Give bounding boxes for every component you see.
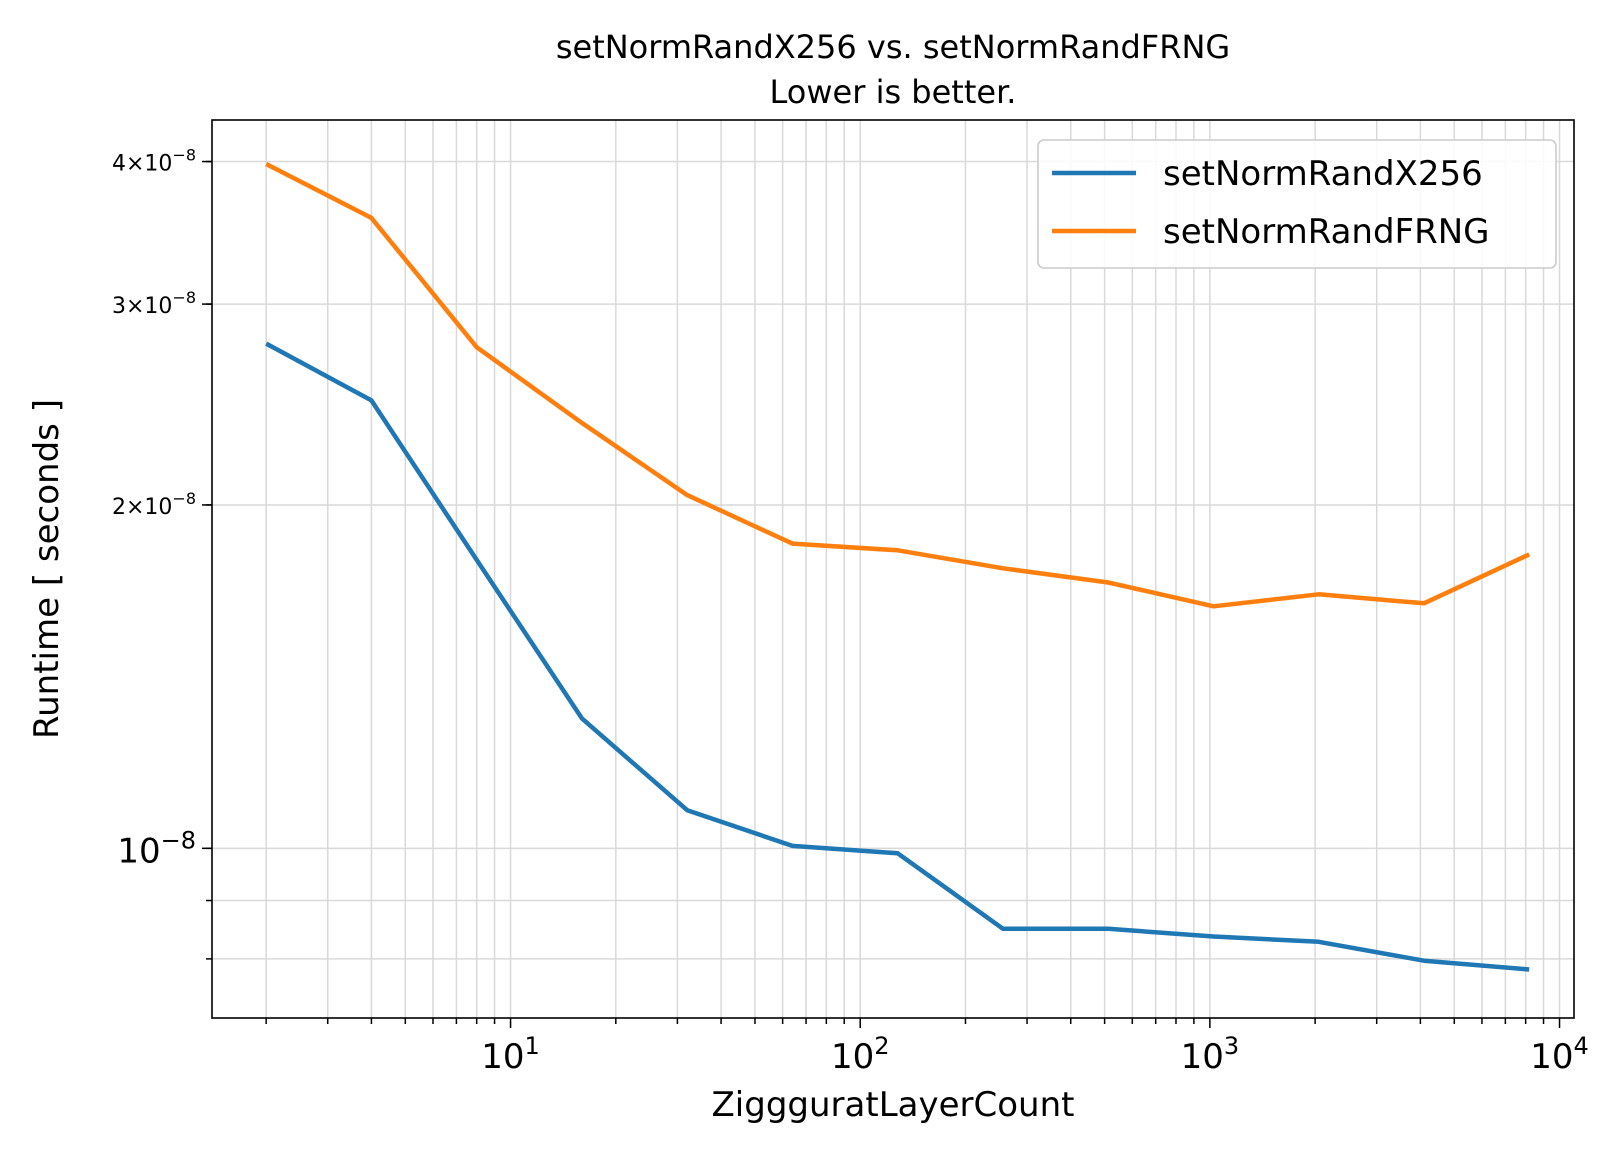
y-tick-label: 3×10−8 xyxy=(112,288,196,319)
series-line-setNormRandFRNG xyxy=(265,161,1531,609)
grid xyxy=(212,120,1574,1018)
chart-title: setNormRandX256 vs. setNormRandFRNG xyxy=(556,28,1230,66)
legend-label-setNormRandFRNG: setNormRandFRNG xyxy=(1163,212,1490,252)
x-tick-label: 102 xyxy=(831,1032,890,1077)
legend: setNormRandX256 setNormRandFRNG xyxy=(1037,139,1557,269)
x-axis-ticks: 101 102 103 104 xyxy=(265,1018,1589,1077)
y-axis-label: Runtime [ seconds ] xyxy=(27,399,67,739)
plot-frame xyxy=(211,119,1575,1019)
x-tick-label: 101 xyxy=(481,1032,540,1077)
x-tick-label: 103 xyxy=(1181,1032,1240,1077)
y-tick-label: 2×10−8 xyxy=(112,489,196,520)
legend-box xyxy=(1037,139,1557,269)
legend-label-setNormRandX256: setNormRandX256 xyxy=(1163,154,1483,194)
y-tick-label: 10−8 xyxy=(117,826,196,871)
x-tick-label: 104 xyxy=(1530,1032,1589,1077)
y-axis-ticks: 10−8 2×10−8 3×10−8 4×10−8 xyxy=(112,146,212,960)
series-line-setNormRandX256 xyxy=(265,341,1530,972)
y-tick-label: 4×10−8 xyxy=(112,146,196,177)
chart-subtitle: Lower is better. xyxy=(770,73,1017,111)
series-lines xyxy=(265,161,1531,972)
x-axis-label: ZiggguratLayerCount xyxy=(712,1085,1075,1125)
